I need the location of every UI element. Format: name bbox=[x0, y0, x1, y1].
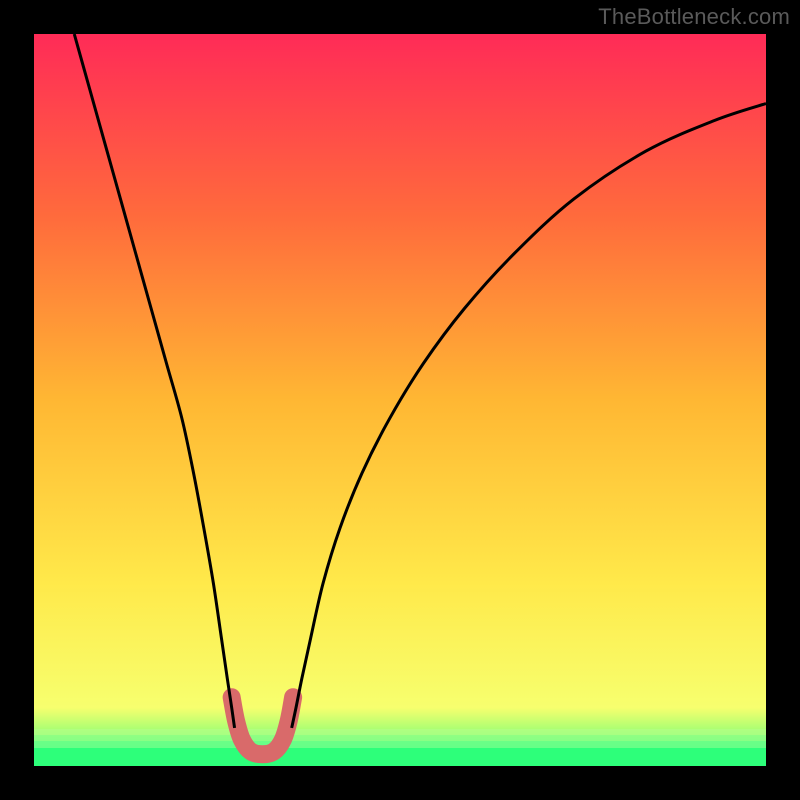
plot-area bbox=[34, 34, 766, 766]
chart-svg bbox=[34, 34, 766, 766]
curve-left bbox=[74, 34, 234, 728]
curve-right bbox=[292, 104, 766, 728]
valley-marker bbox=[232, 697, 293, 754]
watermark-text: TheBottleneck.com bbox=[598, 4, 790, 30]
